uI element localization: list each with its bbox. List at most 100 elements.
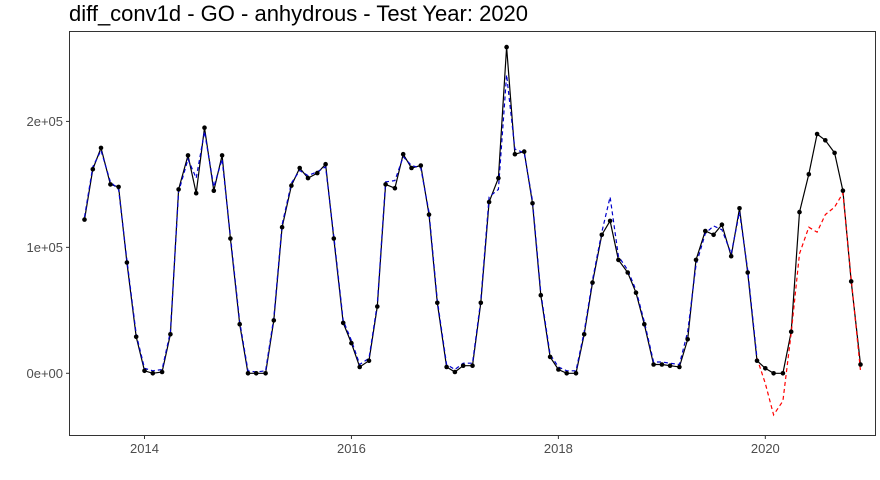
data-point: [728, 253, 734, 259]
data-point: [763, 366, 768, 371]
data-point: [383, 182, 388, 187]
data-point: [797, 209, 802, 215]
data-point: [659, 362, 665, 367]
data-point: [599, 232, 605, 238]
data-point: [418, 163, 424, 168]
y-tick-label: 1e+05: [26, 240, 63, 255]
data-point: [677, 364, 682, 370]
data-point: [737, 206, 742, 211]
data-point: [168, 332, 173, 337]
data-point: [840, 188, 846, 193]
series-line-dashed-2: [756, 191, 862, 417]
data-point: [832, 150, 837, 156]
data-point: [547, 354, 553, 360]
data-point: [823, 138, 828, 143]
data-point: [754, 358, 760, 364]
data-point: [470, 363, 475, 369]
data-point: [193, 190, 199, 196]
data-point: [366, 358, 372, 364]
data-point: [409, 165, 414, 171]
data-point: [590, 280, 595, 285]
data-point: [478, 300, 484, 306]
data-point: [228, 236, 233, 241]
y-axis: 0e+00 1e+05 2e+05: [26, 114, 70, 381]
data-point: [452, 369, 458, 375]
series-line-actual: [83, 47, 862, 374]
data-point: [745, 270, 750, 275]
data-point: [530, 201, 535, 206]
data-point: [788, 329, 794, 335]
data-point: [625, 270, 630, 275]
data-point: [331, 236, 337, 241]
data-point: [98, 145, 104, 151]
data-point: [780, 371, 786, 376]
data-point: [133, 334, 139, 340]
data-point: [279, 224, 285, 230]
data-point: [185, 153, 191, 158]
data-point: [711, 232, 716, 238]
x-tick-label: 2020: [751, 441, 780, 456]
data-point: [616, 257, 621, 263]
data-point: [858, 362, 863, 367]
data-point: [667, 363, 673, 369]
data-point: [392, 185, 398, 191]
data-point: [719, 222, 725, 227]
series-line-dashed-1: [83, 74, 758, 373]
x-tick-label: 2016: [337, 441, 366, 456]
data-point: [607, 218, 613, 224]
data-point: [219, 153, 225, 158]
data-point: [538, 292, 544, 298]
data-point: [116, 184, 121, 190]
y-tick-label: 2e+05: [26, 114, 63, 129]
series-layer: [82, 44, 863, 417]
data-point: [349, 340, 354, 346]
data-point: [263, 371, 268, 376]
data-point: [211, 188, 217, 193]
data-point: [142, 368, 147, 374]
data-point: [564, 371, 569, 376]
data-point: [357, 364, 363, 370]
data-point: [375, 304, 380, 309]
data-point: [703, 228, 708, 234]
data-point: [642, 321, 647, 327]
data-point: [253, 371, 259, 376]
data-point: [108, 182, 113, 187]
data-point: [512, 151, 518, 157]
chart-title: diff_conv1d - GO - anhydrous - Test Year…: [69, 1, 529, 26]
data-point: [202, 125, 207, 130]
data-point: [82, 217, 87, 222]
data-point: [771, 371, 776, 376]
data-point: [573, 371, 579, 376]
data-point: [693, 257, 699, 263]
plot-panel-border: [69, 31, 876, 436]
data-point: [486, 199, 492, 205]
x-axis: 2014 2016 2018 2020: [130, 435, 780, 456]
x-tick-label: 2014: [130, 441, 159, 456]
data-point: [504, 44, 509, 50]
data-point: [521, 149, 527, 154]
data-point: [176, 187, 181, 192]
y-tick-label: 0e+00: [26, 366, 63, 381]
data-point: [400, 151, 406, 157]
data-point: [297, 165, 303, 171]
data-point: [90, 167, 96, 172]
data-point: [633, 290, 639, 296]
data-point: [435, 300, 440, 306]
data-point: [124, 260, 130, 265]
data-point: [496, 175, 501, 181]
data-point: [323, 161, 328, 167]
data-point: [444, 364, 449, 370]
data-point: [556, 367, 561, 372]
data-point: [289, 183, 294, 188]
data-point: [237, 321, 242, 327]
data-point: [685, 337, 690, 342]
data-point: [814, 131, 820, 137]
data-point: [340, 320, 346, 326]
data-point: [245, 371, 251, 376]
data-point: [806, 172, 812, 177]
data-point: [150, 371, 156, 376]
data-point: [315, 170, 320, 176]
data-point: [426, 212, 432, 217]
data-point: [271, 318, 277, 323]
